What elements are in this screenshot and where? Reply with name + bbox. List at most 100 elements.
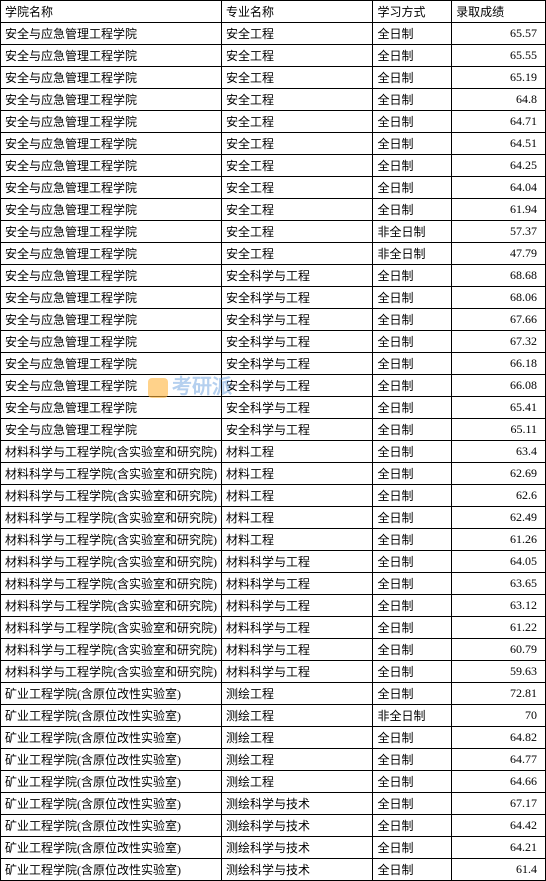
header-major: 专业名称 xyxy=(222,1,373,23)
table-cell: 材料科学与工程学院(含实验室和研究院) xyxy=(1,595,222,617)
table-cell: 安全与应急管理工程学院 xyxy=(1,375,222,397)
table-cell: 64.21 xyxy=(452,837,546,859)
table-cell: 64.51 xyxy=(452,133,546,155)
table-cell: 安全科学与工程 xyxy=(222,309,373,331)
table-cell: 安全工程 xyxy=(222,177,373,199)
table-cell: 安全与应急管理工程学院 xyxy=(1,133,222,155)
table-cell: 全日制 xyxy=(373,111,452,133)
table-cell: 全日制 xyxy=(373,661,452,683)
table-row: 安全与应急管理工程学院安全科学与工程全日制68.06 xyxy=(1,287,546,309)
table-cell: 全日制 xyxy=(373,837,452,859)
header-mode: 学习方式 xyxy=(373,1,452,23)
table-cell: 67.17 xyxy=(452,793,546,815)
table-cell: 材料科学与工程学院(含实验室和研究院) xyxy=(1,617,222,639)
table-cell: 矿业工程学院(含原位改性实验室) xyxy=(1,727,222,749)
table-cell: 安全与应急管理工程学院 xyxy=(1,177,222,199)
table-cell: 64.82 xyxy=(452,727,546,749)
table-cell: 安全与应急管理工程学院 xyxy=(1,111,222,133)
header-score: 录取成绩 xyxy=(452,1,546,23)
table-cell: 材料工程 xyxy=(222,507,373,529)
table-cell: 61.26 xyxy=(452,529,546,551)
table-row: 矿业工程学院(含原位改性实验室)测绘工程全日制72.81 xyxy=(1,683,546,705)
table-cell: 全日制 xyxy=(373,749,452,771)
admission-table: 学院名称 专业名称 学习方式 录取成绩 安全与应急管理工程学院安全工程全日制65… xyxy=(0,0,546,881)
table-cell: 材料科学与工程学院(含实验室和研究院) xyxy=(1,639,222,661)
table-row: 安全与应急管理工程学院安全工程全日制61.94 xyxy=(1,199,546,221)
table-cell: 安全科学与工程 xyxy=(222,419,373,441)
table-row: 安全与应急管理工程学院安全科学与工程全日制67.32 xyxy=(1,331,546,353)
table-row: 安全与应急管理工程学院安全科学与工程全日制66.18 xyxy=(1,353,546,375)
table-cell: 安全与应急管理工程学院 xyxy=(1,155,222,177)
table-cell: 安全与应急管理工程学院 xyxy=(1,199,222,221)
table-cell: 61.94 xyxy=(452,199,546,221)
table-header-row: 学院名称 专业名称 学习方式 录取成绩 xyxy=(1,1,546,23)
table-cell: 全日制 xyxy=(373,67,452,89)
table-cell: 70 xyxy=(452,705,546,727)
table-cell: 测绘科学与技术 xyxy=(222,793,373,815)
table-cell: 全日制 xyxy=(373,353,452,375)
table-cell: 47.79 xyxy=(452,243,546,265)
table-row: 安全与应急管理工程学院安全科学与工程全日制68.68 xyxy=(1,265,546,287)
table-row: 材料科学与工程学院(含实验室和研究院)材料科学与工程全日制61.22 xyxy=(1,617,546,639)
table-cell: 全日制 xyxy=(373,155,452,177)
table-cell: 安全与应急管理工程学院 xyxy=(1,287,222,309)
table-cell: 安全与应急管理工程学院 xyxy=(1,397,222,419)
table-cell: 安全科学与工程 xyxy=(222,353,373,375)
table-cell: 68.06 xyxy=(452,287,546,309)
table-cell: 63.4 xyxy=(452,441,546,463)
table-cell: 全日制 xyxy=(373,595,452,617)
table-cell: 64.77 xyxy=(452,749,546,771)
table-row: 矿业工程学院(含原位改性实验室)测绘工程全日制64.77 xyxy=(1,749,546,771)
table-cell: 矿业工程学院(含原位改性实验室) xyxy=(1,793,222,815)
table-cell: 矿业工程学院(含原位改性实验室) xyxy=(1,705,222,727)
table-cell: 65.57 xyxy=(452,23,546,45)
table-cell: 测绘工程 xyxy=(222,683,373,705)
table-cell: 安全科学与工程 xyxy=(222,331,373,353)
table-row: 安全与应急管理工程学院安全工程全日制64.8 xyxy=(1,89,546,111)
table-cell: 安全工程 xyxy=(222,133,373,155)
table-cell: 全日制 xyxy=(373,859,452,881)
table-cell: 全日制 xyxy=(373,507,452,529)
table-cell: 材料工程 xyxy=(222,485,373,507)
table-row: 材料科学与工程学院(含实验室和研究院)材料工程全日制62.49 xyxy=(1,507,546,529)
table-cell: 安全科学与工程 xyxy=(222,397,373,419)
table-cell: 60.79 xyxy=(452,639,546,661)
table-cell: 全日制 xyxy=(373,287,452,309)
table-cell: 67.32 xyxy=(452,331,546,353)
table-cell: 68.68 xyxy=(452,265,546,287)
table-cell: 安全工程 xyxy=(222,243,373,265)
table-cell: 全日制 xyxy=(373,683,452,705)
table-cell: 65.41 xyxy=(452,397,546,419)
table-cell: 材料工程 xyxy=(222,441,373,463)
table-cell: 64.71 xyxy=(452,111,546,133)
table-row: 安全与应急管理工程学院安全工程非全日制57.37 xyxy=(1,221,546,243)
table-cell: 安全与应急管理工程学院 xyxy=(1,331,222,353)
table-row: 材料科学与工程学院(含实验室和研究院)材料科学与工程全日制63.65 xyxy=(1,573,546,595)
table-cell: 全日制 xyxy=(373,419,452,441)
table-cell: 64.05 xyxy=(452,551,546,573)
table-cell: 非全日制 xyxy=(373,705,452,727)
table-cell: 安全科学与工程 xyxy=(222,375,373,397)
table-row: 安全与应急管理工程学院安全工程非全日制47.79 xyxy=(1,243,546,265)
table-cell: 全日制 xyxy=(373,45,452,67)
table-cell: 全日制 xyxy=(373,199,452,221)
table-cell: 全日制 xyxy=(373,309,452,331)
table-cell: 全日制 xyxy=(373,485,452,507)
table-cell: 安全与应急管理工程学院 xyxy=(1,243,222,265)
table-cell: 材料科学与工程学院(含实验室和研究院) xyxy=(1,661,222,683)
table-cell: 61.4 xyxy=(452,859,546,881)
table-cell: 安全工程 xyxy=(222,221,373,243)
table-cell: 测绘工程 xyxy=(222,771,373,793)
table-row: 材料科学与工程学院(含实验室和研究院)材料工程全日制62.6 xyxy=(1,485,546,507)
table-cell: 材料工程 xyxy=(222,463,373,485)
table-cell: 安全与应急管理工程学院 xyxy=(1,221,222,243)
table-cell: 测绘科学与技术 xyxy=(222,837,373,859)
table-cell: 65.11 xyxy=(452,419,546,441)
table-row: 安全与应急管理工程学院安全工程全日制64.71 xyxy=(1,111,546,133)
table-cell: 安全工程 xyxy=(222,45,373,67)
table-cell: 材料科学与工程学院(含实验室和研究院) xyxy=(1,573,222,595)
table-row: 材料科学与工程学院(含实验室和研究院)材料科学与工程全日制60.79 xyxy=(1,639,546,661)
table-cell: 矿业工程学院(含原位改性实验室) xyxy=(1,771,222,793)
table-cell: 64.25 xyxy=(452,155,546,177)
table-cell: 63.12 xyxy=(452,595,546,617)
